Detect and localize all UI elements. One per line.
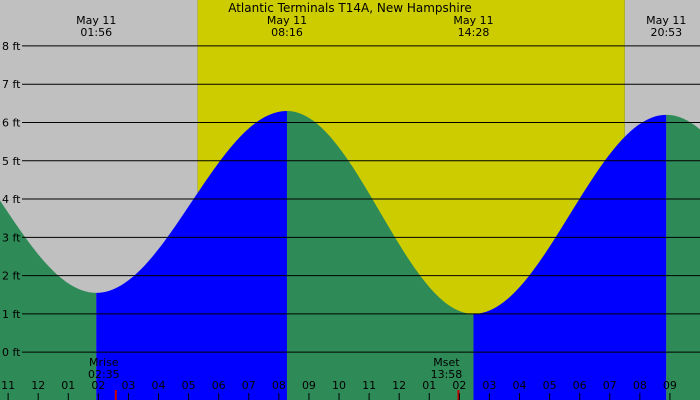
extreme-time-label: 14:28: [458, 26, 490, 39]
tide-area: [0, 111, 700, 400]
chart-title: Atlantic Terminals T14A, New Hampshire: [228, 1, 472, 15]
x-tick-label: 09: [663, 379, 677, 392]
moon-event-time: 13:58: [431, 368, 463, 381]
x-tick-label: 01: [61, 379, 75, 392]
x-tick-label: 11: [1, 379, 15, 392]
x-tick-label: 05: [182, 379, 196, 392]
x-tick-label: 11: [362, 379, 376, 392]
x-tick-label: 09: [302, 379, 316, 392]
falling-tide-area: [0, 200, 97, 400]
x-tick-label: 12: [31, 379, 45, 392]
x-tick-label: 07: [603, 379, 617, 392]
x-tick-label: 03: [482, 379, 496, 392]
y-tick-label: 0 ft: [2, 346, 21, 359]
extreme-time-label: 20:53: [650, 26, 682, 39]
x-tick-label: 04: [152, 379, 166, 392]
y-tick-label: 2 ft: [2, 270, 21, 283]
x-tick-label: 07: [242, 379, 256, 392]
y-tick-label: 1 ft: [2, 308, 21, 321]
moon-event-label: Mrise: [89, 356, 119, 369]
y-tick-label: 4 ft: [2, 193, 21, 206]
x-axis: 11 12 01 02 03 04 05 06 07 08 09 10 11 12 01 02 03 04 05 06…: [1, 379, 677, 400]
x-tick-label: 05: [543, 379, 557, 392]
extreme-time-label: 01:56: [80, 26, 112, 39]
x-tick-label: 04: [513, 379, 527, 392]
x-tick-label: 08: [272, 379, 286, 392]
y-tick-label: 5 ft: [2, 155, 21, 168]
x-tick-label: 03: [121, 379, 135, 392]
falling-tide-area: [666, 114, 700, 400]
extreme-date-label: May 11: [267, 14, 307, 27]
extreme-date-label: May 11: [453, 14, 493, 27]
x-tick-label: 01: [422, 379, 436, 392]
grid-lines: [22, 45, 700, 353]
rising-tide-area: [96, 111, 287, 400]
falling-tide-area: [286, 111, 474, 400]
moon-event-time: 02:35: [88, 368, 120, 381]
rising-tide-area: [473, 114, 667, 400]
x-tick-label: 08: [633, 379, 647, 392]
x-tick-label: 12: [392, 379, 406, 392]
y-tick-label: 7 ft: [2, 78, 21, 91]
moon-event-label: Mset: [433, 356, 460, 369]
y-tick-label: 8 ft: [2, 40, 21, 53]
y-tick-label: 6 ft: [2, 116, 21, 129]
extreme-date-label: May 11: [646, 14, 686, 27]
x-tick-label: 02: [452, 379, 466, 392]
x-tick-label: 06: [212, 379, 226, 392]
extreme-time-label: 08:16: [271, 26, 303, 39]
x-tick-label: 02: [91, 379, 105, 392]
y-axis-labels: 0 ft 1 ft 2 ft 3 ft 4 ft 5 ft 6 ft 7 ft 8 ft: [2, 40, 21, 359]
x-tick-label: 10: [332, 379, 346, 392]
y-tick-label: 3 ft: [2, 231, 21, 244]
x-tick-label: 06: [573, 379, 587, 392]
extreme-date-label: May 11: [76, 14, 116, 27]
